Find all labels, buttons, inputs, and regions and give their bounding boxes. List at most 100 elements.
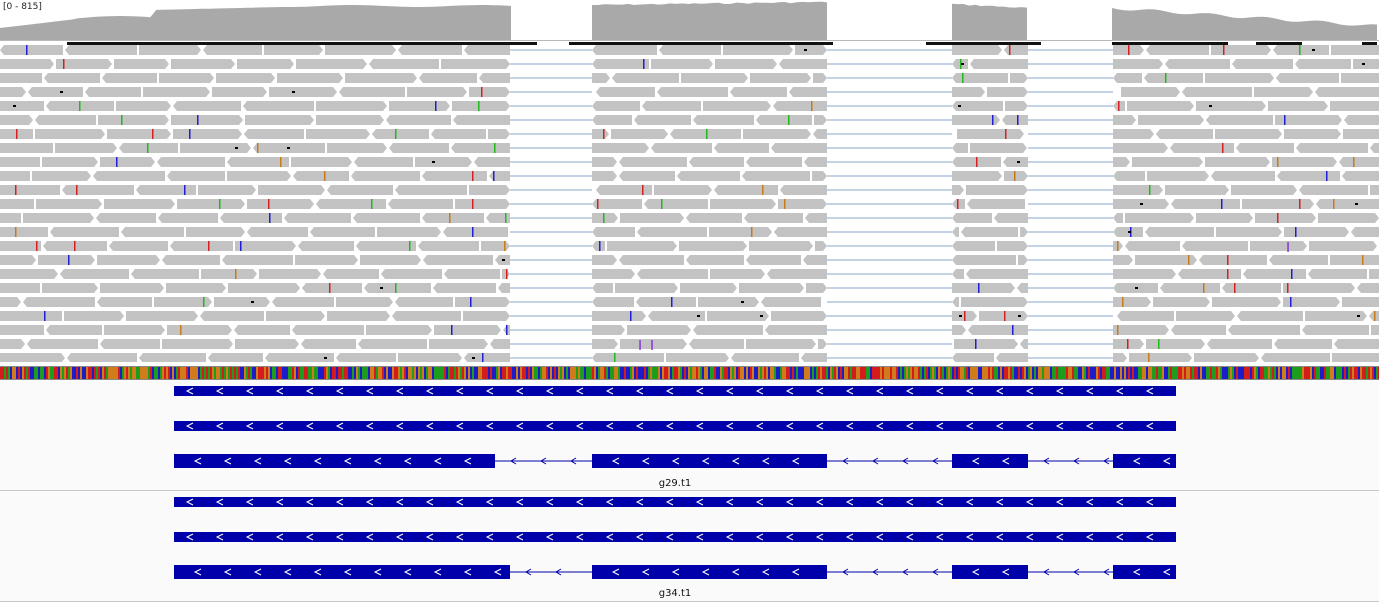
read — [707, 311, 769, 321]
mismatch — [329, 283, 331, 293]
mismatch — [1374, 311, 1376, 321]
base — [1316, 367, 1318, 379]
base — [48, 367, 50, 379]
base — [414, 367, 416, 379]
base — [804, 367, 806, 379]
read — [277, 73, 343, 83]
base — [1120, 367, 1122, 379]
base — [170, 367, 172, 379]
chevron-left-icon — [485, 387, 494, 395]
mismatch — [79, 101, 81, 111]
coverage-track[interactable]: [0 - 815] — [0, 0, 1379, 41]
base — [6, 367, 8, 379]
read — [422, 213, 484, 223]
base — [1352, 367, 1354, 379]
read — [1283, 283, 1355, 293]
base — [608, 367, 610, 379]
base — [1080, 367, 1082, 379]
base — [678, 367, 680, 379]
base — [200, 367, 202, 379]
read — [377, 227, 441, 237]
read — [216, 73, 275, 83]
chevron-left-icon — [1055, 387, 1064, 395]
base — [1190, 367, 1192, 379]
base — [1278, 367, 1280, 379]
mismatch — [1295, 227, 1297, 237]
exon — [952, 565, 1028, 579]
read — [592, 199, 642, 209]
base — [366, 367, 368, 379]
base — [88, 367, 90, 379]
read — [642, 101, 701, 111]
base — [142, 367, 144, 379]
base — [1008, 367, 1010, 379]
base — [938, 367, 940, 379]
mismatch — [235, 269, 237, 279]
base — [782, 367, 784, 379]
base — [760, 367, 762, 379]
mismatch — [324, 171, 326, 181]
base — [754, 367, 756, 379]
read — [258, 185, 325, 195]
base — [1234, 367, 1236, 379]
base — [1362, 367, 1364, 379]
chevron-left-icon — [935, 498, 944, 506]
chevron-left-icon — [815, 533, 824, 541]
base — [698, 367, 700, 379]
base — [446, 367, 448, 379]
chevron-left-icon — [545, 387, 554, 395]
read — [220, 213, 282, 223]
base — [936, 367, 938, 379]
reference-sequence-track[interactable] — [0, 366, 1379, 380]
read — [247, 227, 308, 237]
read — [1165, 59, 1230, 69]
mismatch — [751, 227, 753, 237]
chevron-left-icon — [1085, 387, 1094, 395]
mismatch — [1227, 269, 1229, 279]
chevron-left-icon — [395, 498, 404, 506]
read — [1236, 143, 1294, 153]
base — [752, 367, 754, 379]
base — [968, 367, 970, 379]
chevron-left-icon — [275, 533, 284, 541]
base — [766, 367, 768, 379]
base — [1026, 367, 1028, 379]
base — [774, 367, 776, 379]
read — [952, 325, 966, 335]
base — [1170, 367, 1172, 379]
read — [636, 297, 696, 307]
read — [746, 157, 802, 167]
base — [188, 367, 190, 379]
base — [632, 367, 634, 379]
mismatch — [197, 115, 199, 125]
base — [1034, 367, 1036, 379]
read — [336, 353, 396, 362]
base — [354, 367, 356, 379]
read — [596, 87, 655, 97]
base — [350, 367, 352, 379]
gene-track-g29[interactable]: g29.t1 — [0, 380, 1379, 491]
read — [592, 353, 664, 362]
read — [469, 87, 510, 97]
base — [1232, 367, 1234, 379]
base — [1366, 367, 1368, 379]
base — [30, 367, 32, 379]
base — [648, 367, 650, 379]
base — [18, 367, 20, 379]
mismatch — [493, 171, 495, 181]
base — [1126, 367, 1128, 379]
base — [356, 367, 358, 379]
read — [167, 171, 225, 181]
base — [734, 367, 736, 379]
base — [20, 367, 22, 379]
read — [1113, 157, 1130, 167]
read — [952, 227, 959, 237]
gene-track-g34[interactable]: g34.t1 — [0, 491, 1379, 602]
base — [616, 367, 618, 379]
read — [952, 73, 1008, 83]
read — [1146, 339, 1205, 349]
base — [434, 367, 436, 379]
exon — [1113, 565, 1176, 579]
base — [240, 367, 242, 379]
